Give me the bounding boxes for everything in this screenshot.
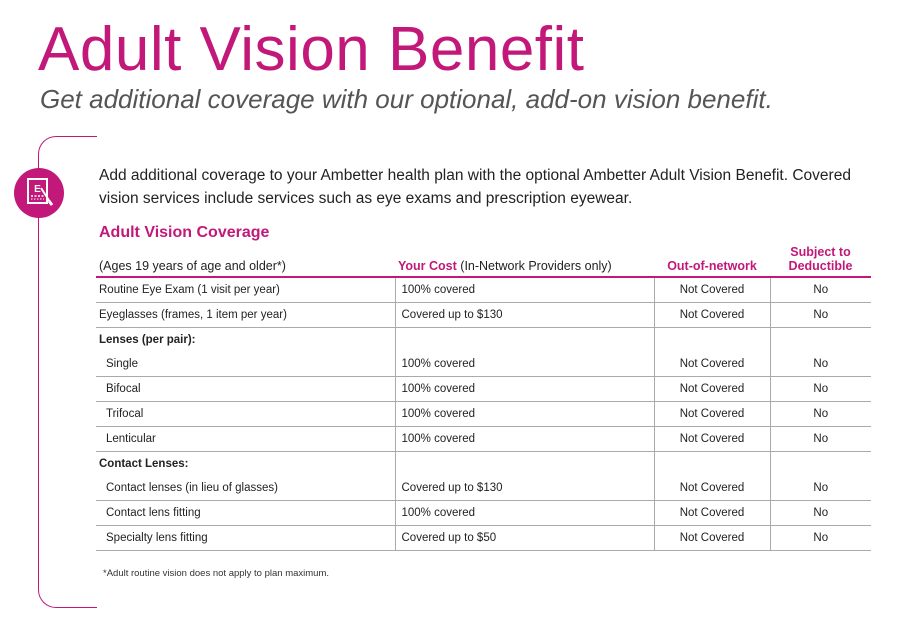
row-cost: 100% covered (394, 277, 654, 303)
intro-text: Add additional coverage to your Ambetter… (99, 167, 851, 207)
row-out: Not Covered (653, 476, 770, 501)
row-ded: No (769, 302, 871, 328)
row-out: Not Covered (653, 525, 770, 551)
table-row: Routine Eye Exam (1 visit per year) 100%… (96, 277, 871, 303)
row-cost: Covered up to $130 (394, 302, 654, 328)
row-ded: No (769, 426, 871, 452)
row-cost: 100% covered (394, 352, 654, 377)
footnote: *Adult routine vision does not apply to … (103, 568, 330, 579)
row-ded: No (769, 277, 871, 303)
row-item: Eyeglasses (frames, 1 item per year) (96, 302, 395, 328)
table-row: Lenticular 100% covered Not Covered No (96, 426, 871, 452)
eye-chart-badge: E (14, 168, 64, 218)
row-ded: No (769, 500, 871, 526)
row-out: Not Covered (653, 277, 770, 303)
table-row: Contact lenses (in lieu of glasses) Cove… (96, 476, 871, 501)
row-item: Lenticular (96, 426, 395, 452)
row-item: Contact lenses (in lieu of glasses) (96, 476, 395, 501)
row-out: Not Covered (653, 500, 770, 526)
row-out: Not Covered (653, 376, 770, 402)
row-cost: Covered up to $50 (394, 525, 654, 551)
table-row: Trifocal 100% covered Not Covered No (96, 401, 871, 427)
row-item: Specialty lens fitting (96, 525, 395, 551)
row-item: Routine Eye Exam (1 visit per year) (96, 277, 395, 303)
table-row: Bifocal 100% covered Not Covered No (96, 376, 871, 402)
table-row: Contact lens fitting 100% covered Not Co… (96, 500, 871, 526)
table-group-row: Lenses (per pair): (96, 327, 871, 352)
row-cost: 100% covered (394, 426, 654, 452)
group-label: Contact Lenses: (99, 458, 189, 470)
coverage-table: (Ages 19 years of age and older*) Your C… (96, 245, 871, 551)
row-out: Not Covered (653, 401, 770, 427)
row-item: Bifocal (96, 376, 395, 402)
eye-chart-icon: E (27, 178, 54, 206)
row-out: Not Covered (653, 302, 770, 328)
header-your-cost: Your Cost (In-Network Providers only) (395, 245, 654, 278)
section-frame (38, 136, 97, 608)
row-cost: Covered up to $130 (394, 476, 654, 501)
table-row: Specialty lens fitting Covered up to $50… (96, 525, 871, 551)
section-title: Adult Vision Coverage (99, 224, 270, 241)
header-out-of-network: Out-of-network (654, 245, 770, 278)
header-ages: (Ages 19 years of age and older*) (96, 245, 395, 278)
row-ded: No (769, 476, 871, 501)
row-out: Not Covered (653, 352, 770, 377)
group-label: Lenses (per pair): (99, 334, 196, 346)
row-ded: No (769, 352, 871, 377)
row-out: Not Covered (653, 426, 770, 452)
table-row: Eyeglasses (frames, 1 item per year) Cov… (96, 302, 871, 328)
row-item: Contact lens fitting (96, 500, 395, 526)
page-title: Adult Vision Benefit (38, 15, 585, 84)
row-item: Single (96, 352, 395, 377)
row-ded: No (769, 376, 871, 402)
row-cost: 100% covered (394, 500, 654, 526)
chart-letter: E (34, 184, 41, 195)
page-subtitle: Get additional coverage with our optiona… (40, 84, 773, 114)
table-header-row: (Ages 19 years of age and older*) Your C… (96, 245, 871, 278)
row-ded: No (769, 525, 871, 551)
table-row: Single 100% covered Not Covered No (96, 352, 871, 377)
row-ded: No (769, 401, 871, 427)
row-cost: 100% covered (394, 401, 654, 427)
header-deductible: Subject to Deductible (770, 245, 871, 278)
table-group-row: Contact Lenses: (96, 451, 871, 476)
row-item: Trifocal (96, 401, 395, 427)
row-cost: 100% covered (394, 376, 654, 402)
